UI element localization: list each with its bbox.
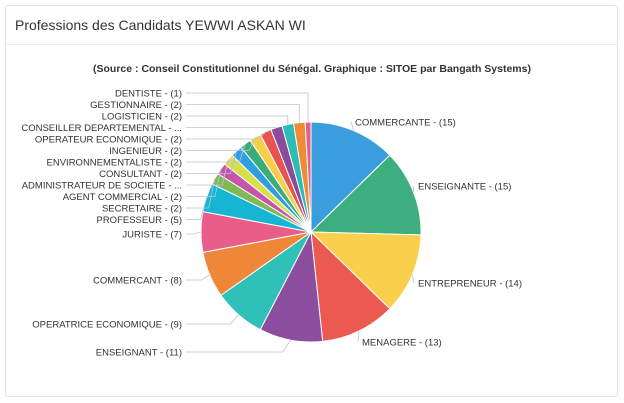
slice-label: ADMINISTRATEUR DE SOCIETE - ...	[22, 181, 182, 192]
leader-line	[413, 185, 415, 192]
slice-label: MENAGERE - (13)	[362, 338, 442, 349]
leader-line	[186, 159, 229, 186]
pie-slice[interactable]	[309, 231, 422, 310]
leader-line	[186, 168, 222, 197]
pie-slice[interactable]	[309, 154, 422, 236]
slice-label: ENSEIGNANT - (11)	[96, 348, 182, 359]
leader-line	[186, 339, 291, 353]
chart-subtitle: (Source : Conseil Constitutionnel du Sén…	[93, 63, 531, 75]
leader-line	[186, 131, 266, 140]
leader-line	[186, 274, 210, 281]
leader-line	[411, 274, 415, 284]
slice-label: INGENIEUR - (2)	[109, 146, 182, 157]
slice-label: COMMERCANTE - (15)	[355, 118, 456, 129]
leader-line	[186, 92, 309, 123]
slice-label: COMMERCANT - (8)	[93, 276, 182, 287]
slice-label: DENTISTE - (1)	[115, 89, 182, 100]
leader-line	[186, 197, 207, 220]
leader-line	[186, 115, 289, 125]
leader-line	[186, 137, 256, 151]
slice-label: SECRETAIRE - (2)	[102, 204, 182, 215]
pie-slice[interactable]	[304, 121, 312, 233]
pie-slice[interactable]	[310, 121, 391, 234]
leader-line	[357, 330, 360, 343]
slice-label: OPERATRICE ECONOMIQUE - (9)	[32, 320, 182, 331]
leader-line	[186, 314, 239, 325]
slice-label: JURISTE - (7)	[122, 230, 182, 241]
slice-label: ENTREPRENEUR - (14)	[418, 279, 522, 290]
slice-label: ENSEIGNANTE - (15)	[418, 182, 511, 193]
leader-line	[186, 151, 237, 174]
slice-label: OPERATEUR ECONOMIQUE - (2)	[35, 135, 182, 146]
slice-label: PROFESSEUR - (5)	[96, 215, 182, 226]
pie-slice[interactable]	[310, 230, 391, 342]
leader-line	[186, 178, 216, 209]
slice-label: LOGISTICIEN - (2)	[102, 112, 182, 123]
leader-line	[350, 121, 355, 131]
slice-label: CONSULTANT - (2)	[99, 169, 182, 180]
card-header: Professions des Candidats YEWWI ASKAN WI	[6, 6, 617, 45]
slice-label: CONSEILLER DEPARTEMENTAL - ...	[21, 123, 182, 134]
leader-line	[186, 231, 202, 235]
card-title: Professions des Candidats YEWWI ASKAN WI	[15, 17, 306, 33]
slice-label: GESTIONNAIRE - (2)	[90, 100, 182, 111]
slice-label: AGENT COMMERCIAL - (2)	[63, 192, 182, 203]
leader-line	[186, 104, 300, 123]
slice-label: ENVIRONNEMENTALISTE - (2)	[47, 158, 182, 169]
leader-line	[186, 143, 246, 163]
